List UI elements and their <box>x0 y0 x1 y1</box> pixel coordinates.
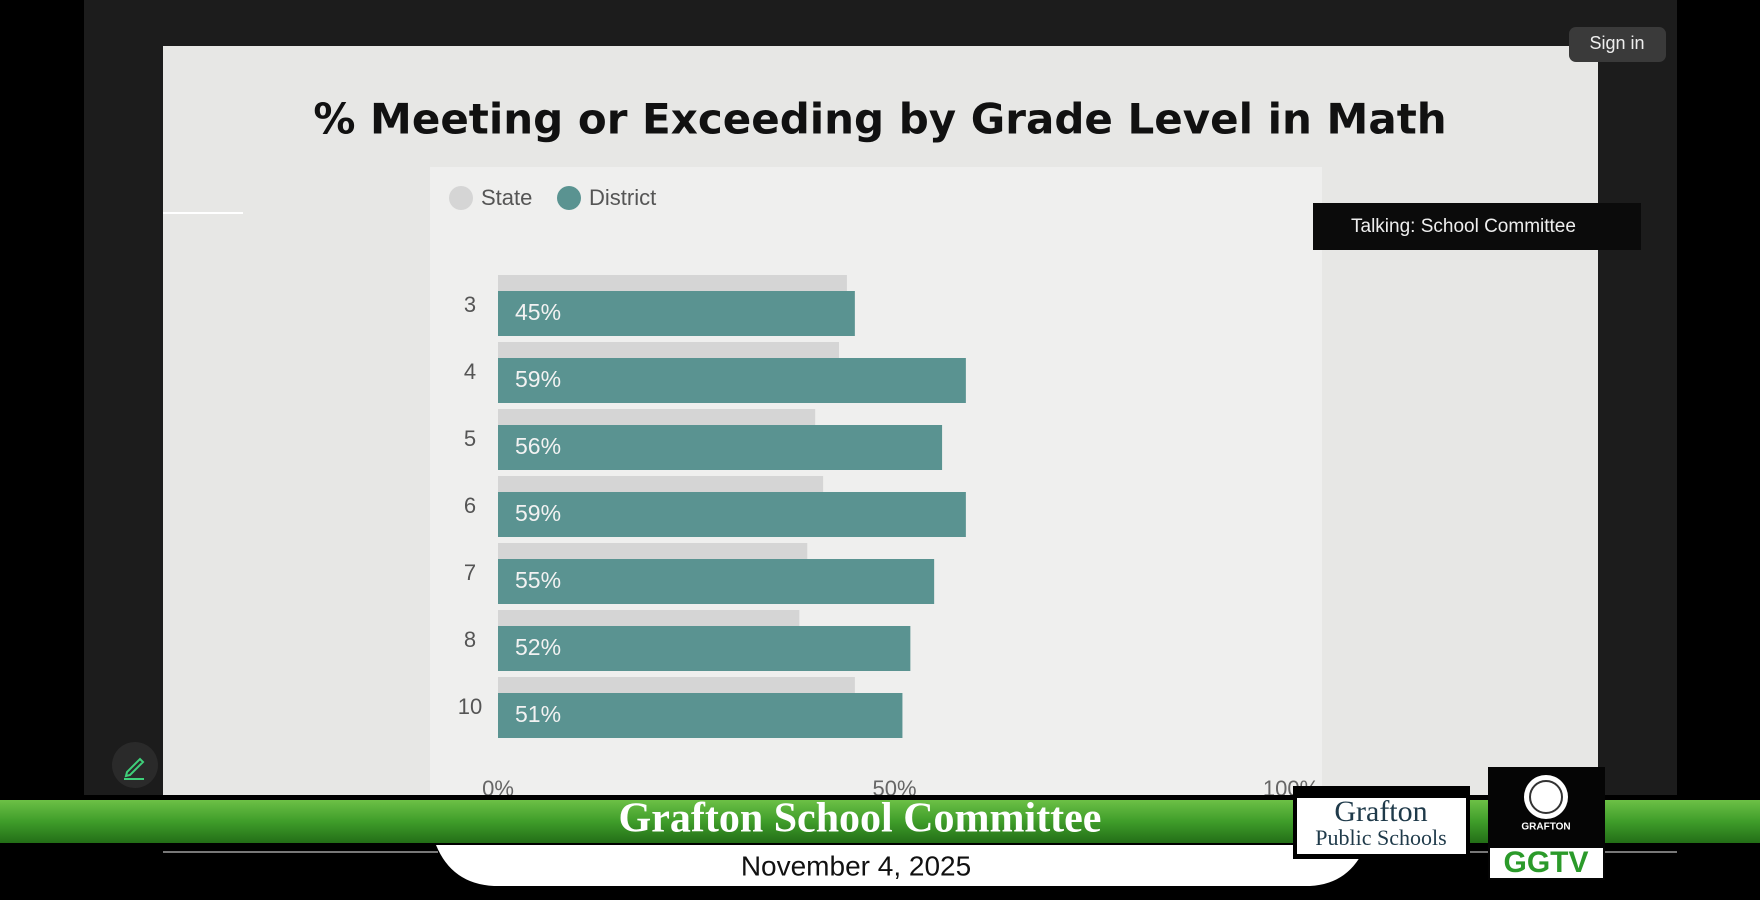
bar <box>498 476 824 496</box>
logo-box <box>1297 798 1466 854</box>
y-tick-label: 4 <box>464 359 476 384</box>
talking-tooltip <box>1313 203 1641 250</box>
bar <box>498 358 966 403</box>
edit-icon <box>124 757 145 780</box>
value-label: 51% <box>515 701 561 727</box>
bar <box>498 693 903 738</box>
y-tick-label: 8 <box>464 627 476 652</box>
bar <box>498 559 935 604</box>
legend-swatch <box>449 186 473 210</box>
banner-edge <box>0 795 1760 801</box>
value-label: 55% <box>515 567 561 593</box>
banner-title: Grafton School Committee <box>619 796 1102 842</box>
value-label: 52% <box>515 634 561 660</box>
bar <box>498 677 855 697</box>
seal-ring <box>1529 780 1563 814</box>
bar <box>498 425 943 470</box>
bar <box>498 342 839 362</box>
chart-title: % Meeting or Exceeding by Grade Level in… <box>313 95 1446 144</box>
y-tick-label: 7 <box>464 560 476 585</box>
y-tick-label: 3 <box>464 292 476 317</box>
bar <box>498 543 808 563</box>
station-name: GGTV <box>1503 846 1588 879</box>
logo-line1: Grafton <box>1334 795 1427 828</box>
value-label: 45% <box>515 299 561 325</box>
sign-in-label[interactable]: Sign in <box>1589 33 1644 53</box>
value-label: 56% <box>515 433 561 459</box>
legend-swatch <box>557 186 581 210</box>
date-plate <box>436 845 1366 886</box>
seal-text: GRAFTON <box>1521 822 1570 833</box>
bar <box>498 409 816 429</box>
bar <box>498 610 800 630</box>
legend-label: District <box>589 185 656 210</box>
y-tick-label: 10 <box>458 694 482 719</box>
station-plate <box>1490 848 1603 878</box>
legend-label: State <box>481 185 532 210</box>
logo-line2: Public Schools <box>1315 825 1446 850</box>
y-tick-label: 5 <box>464 426 476 451</box>
talking-text: Talking: School Committee <box>1351 216 1576 237</box>
value-label: 59% <box>515 366 561 392</box>
value-label: 59% <box>515 500 561 526</box>
bar <box>498 291 855 336</box>
sign-in-button[interactable] <box>1569 27 1666 62</box>
y-tick-label: 6 <box>464 493 476 518</box>
bar <box>498 626 911 671</box>
banner-date: November 4, 2025 <box>741 850 971 881</box>
bar <box>498 275 847 295</box>
bar <box>498 492 966 537</box>
